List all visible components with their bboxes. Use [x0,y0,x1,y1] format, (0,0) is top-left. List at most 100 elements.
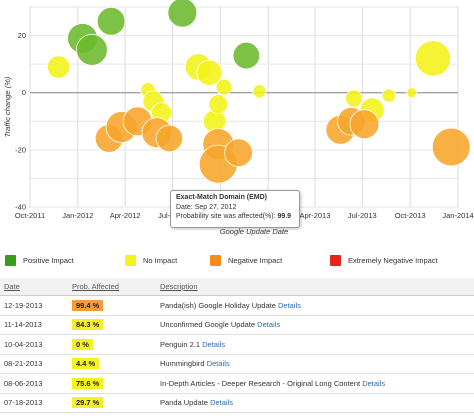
tooltip-date-label: Date: [176,203,193,211]
chart-legend: Positive Impact No Impact Negative Impac… [0,250,474,272]
chart-tooltip: Exact-Match Domain (EMD) Date: Sep 27, 2… [170,190,300,228]
prob-badge: 99.4 % [72,299,104,311]
row-description: Hummingbird Details [156,354,474,374]
prob-badge: 4.4 % [72,358,100,370]
details-link[interactable]: Details [206,359,230,369]
x-axis-title: Google Update Date [220,227,288,236]
row-prob-cell: 75.6 % [68,373,156,394]
row-desc-text: Unconfirmed Google Update [160,320,256,330]
row-desc-text: Panda Update [160,398,208,408]
legend-extreme[interactable]: Extremely Negative Impact [330,255,438,266]
row-prob-cell: 99.4 % [68,295,156,316]
table-body: 12-19-2013 99.4 % Panda(ish) Google Holida… [0,295,474,413]
row-date: 07-18-2013 [0,393,68,413]
header-prob-affected[interactable]: Prob. Affected [68,278,156,296]
bubble-none [46,55,71,79]
x-tick-label: Jan-2014 [442,211,473,220]
x-tick-label: Jul-2013 [348,211,377,220]
y-axis-title: Traffic change (%) [3,76,12,137]
row-prob-cell: 29.7 % [68,393,156,413]
row-description: Unconfirmed Google Update Details [156,315,474,335]
tooltip-prob-label: Probability site was affected(%): [176,213,276,220]
row-date: 12-19-2013 [0,295,68,316]
row-description: In-Depth Articles - Deeper Research - Or… [156,373,474,394]
tooltip-date-row: Date: Sep 27, 2012 [176,203,294,213]
row-description: Penguin 2.1 Details [156,334,474,355]
x-tick-label: Oct-2011 [15,211,45,220]
bubble-none [215,78,233,96]
y-tick-label: -20 [15,145,26,154]
legend-swatch-extreme [330,255,341,266]
row-description: Panda(ish) Google Holiday Update Details [156,295,474,316]
header-date[interactable]: Date [0,278,68,296]
bubble-none [414,40,452,77]
row-prob-cell: 4.4 % [68,354,156,374]
x-tick-label: Apr-2013 [300,211,331,220]
table-row: 10-04-2013 0 % Penguin 2.1 Details [0,334,474,355]
table-header-row: Date Prob. Affected Description [0,278,474,296]
row-description: Panda Update Details [156,393,474,413]
table-row: 08-21-2013 4.4 % Hummingbird Details [0,354,474,374]
impact-chart: Oct-2011Jan-2012Apr-2012Jul-2012Oct-2012… [3,0,474,236]
details-link[interactable]: Details [202,339,226,349]
bubble-negative [224,138,253,168]
row-date: 11-14-2013 [0,315,68,335]
prob-badge: 0 % [72,338,93,350]
row-prob-cell: 0 % [68,334,156,355]
table-row: 12-19-2013 99.4 % Panda(ish) Google Holida… [0,295,474,316]
row-desc-text: Hummingbird [160,359,205,369]
tooltip-prob: 99.9 [277,213,292,220]
legend-negative[interactable]: Negative Impact [210,255,282,266]
legend-swatch-positive [5,255,16,266]
header-description[interactable]: Description [156,278,474,296]
row-desc-text: In-Depth Articles - Deeper Research - Or… [160,378,361,388]
bubble-none [208,94,229,115]
y-tick-label: 20 [18,31,26,40]
scatter-plot: Oct-2011Jan-2012Apr-2012Jul-2012Oct-2012… [3,0,474,236]
row-date: 08-06-2013 [0,373,68,394]
tooltip-date: Sep 27, 2012 [194,203,237,211]
details-link[interactable]: Details [362,378,386,388]
bubble-negative [155,124,184,153]
bubble-none [406,87,418,99]
table-row: 08-06-2013 75.6 % In-Depth Articles - Deep… [0,373,474,394]
table-row: 07-18-2013 29.7 % Panda Update Details [0,393,474,413]
bubble-positive [167,0,198,28]
row-date: 08-21-2013 [0,354,68,374]
row-prob-cell: 84.3 % [68,315,156,335]
row-desc-text: Penguin 2.1 [160,339,201,349]
bubble-positive [232,41,261,70]
tooltip-title: Exact-Match Domain (EMD) [176,194,268,201]
table-row: 11-14-2013 84.3 % Unconfirmed Google Updat… [0,315,474,335]
legend-none[interactable]: No Impact [125,255,177,266]
prob-badge: 75.6 % [72,377,104,389]
prob-badge: 84.3 % [72,319,104,331]
y-tick-label: 0 [22,88,26,97]
row-date: 10-04-2013 [0,334,68,355]
details-link[interactable]: Details [278,300,301,310]
legend-positive[interactable]: Positive Impact [5,255,74,266]
bubble-none [381,88,396,103]
bubble-positive [75,33,108,66]
bubble-none [345,89,363,108]
bubble-none [252,84,267,99]
tooltip-prob-row: Probability site was affected(%): 99.9 [176,212,294,222]
prob-badge: 29.7 % [72,397,104,409]
x-tick-label: Apr-2012 [110,211,141,220]
legend-swatch-negative [210,255,221,266]
y-tick-label: -40 [15,203,26,212]
bubble-negative [349,109,380,140]
bubble-none [196,59,223,86]
legend-label-extreme: Extremely Negative Impact [348,256,438,265]
bubble-negative [431,127,471,167]
legend-label-positive: Positive Impact [23,256,74,265]
bubble-positive [96,6,126,36]
row-desc-text: Panda(ish) Google Holiday Update [160,300,276,310]
x-tick-label: Jan-2012 [62,211,93,220]
legend-swatch-none [125,255,136,266]
details-link[interactable]: Details [210,398,233,408]
x-tick-label: Oct-2013 [395,211,426,220]
legend-label-none: No Impact [143,256,178,265]
details-link[interactable]: Details [257,320,281,330]
legend-label-negative: Negative Impact [228,256,283,265]
